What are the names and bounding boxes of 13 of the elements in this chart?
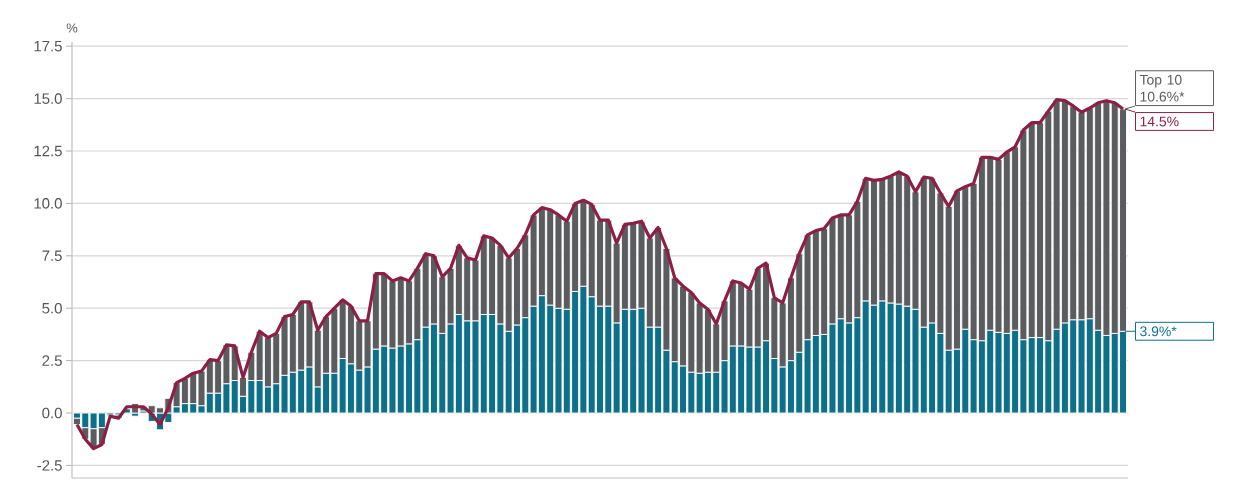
y-tick-label: 15.0 bbox=[34, 93, 62, 104]
text: 3.9%* bbox=[1140, 326, 1177, 337]
y-tick-label: 7.5 bbox=[42, 250, 62, 262]
text: Top 10 10.6%* bbox=[1139, 74, 1185, 102]
text: 14.5% bbox=[1140, 116, 1179, 127]
y-tick-label: 17.5 bbox=[34, 40, 62, 52]
y-tick-label: 0.0 bbox=[42, 407, 62, 419]
y-tick-label: -2.5 bbox=[37, 460, 62, 471]
y-tick-label: 5.0 bbox=[42, 302, 62, 314]
y-tick-label: 10.0 bbox=[34, 198, 62, 209]
y-tick-label: 2.5 bbox=[42, 355, 62, 366]
y-axis-title: % bbox=[66, 23, 78, 33]
y-tick-label: 12.5 bbox=[34, 145, 62, 157]
